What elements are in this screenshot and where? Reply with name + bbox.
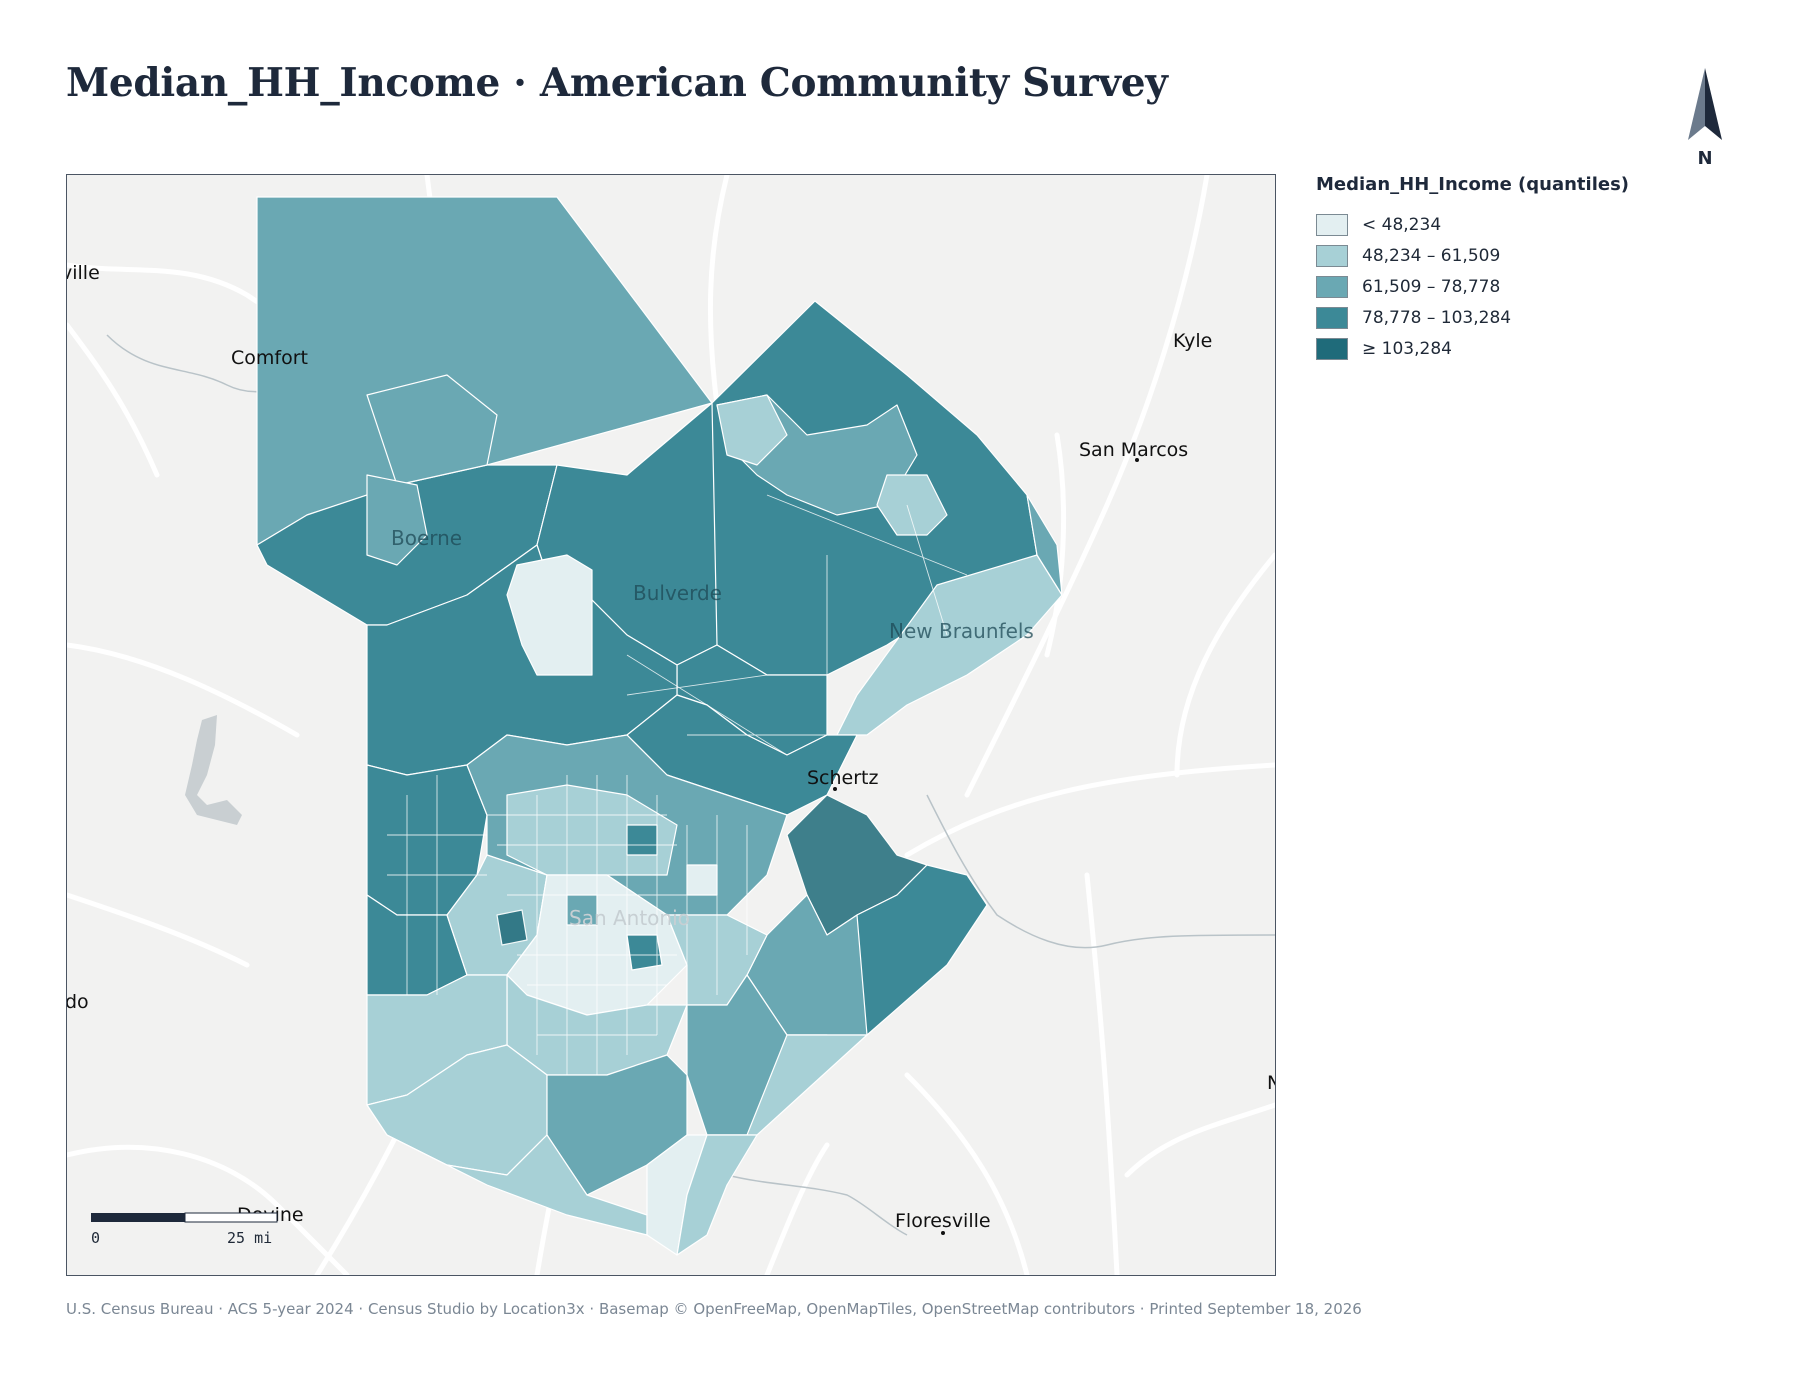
map-title: Median_HH_Income · American Community Su… bbox=[66, 60, 1168, 106]
label-kerrville: ville bbox=[67, 262, 100, 284]
tract-bexar-east-far[interactable] bbox=[856, 864, 988, 1036]
legend-swatch bbox=[1316, 306, 1348, 329]
legend-label: 61,509 – 78,778 bbox=[1362, 276, 1501, 297]
tract-comal-startzville[interactable] bbox=[876, 474, 948, 536]
place-labels: ville Comfort Kyle San Marcos Boerne Bul… bbox=[67, 262, 1275, 1235]
legend-item: < 48,234 bbox=[1316, 209, 1629, 240]
legend-title: Median_HH_Income (quantiles) bbox=[1316, 174, 1630, 195]
label-comfort: Comfort bbox=[231, 347, 308, 369]
label-bulverde: Bulverde bbox=[633, 581, 722, 605]
tract-boundaries bbox=[387, 494, 968, 1075]
label-new-braunfels: New Braunfels bbox=[889, 619, 1034, 643]
legend-swatch bbox=[1316, 244, 1348, 267]
scale-bar-empty bbox=[184, 1212, 278, 1223]
label-boerne: Boerne bbox=[391, 526, 462, 550]
choropleth-tracts[interactable] bbox=[256, 196, 1063, 1256]
tract-sa-pocket-1[interactable] bbox=[626, 934, 663, 971]
label-san-marcos: San Marcos bbox=[1079, 439, 1188, 461]
label-schertz: Schertz bbox=[807, 767, 878, 789]
legend: Median_HH_Income (quantiles) < 48,234 48,… bbox=[1316, 174, 1629, 364]
legend-swatch bbox=[1316, 275, 1348, 298]
legend-item: 48,234 – 61,509 bbox=[1316, 240, 1629, 271]
tract-bexar-s-far-west[interactable] bbox=[386, 1134, 648, 1236]
label-san-antonio: San Antonio bbox=[569, 906, 690, 930]
tract-kendall-mid[interactable] bbox=[366, 374, 498, 486]
label-laredo: do bbox=[67, 991, 89, 1013]
scale-end-label: 25 mi bbox=[227, 1229, 272, 1247]
map-canvas[interactable]: ville Comfort Kyle San Marcos Boerne Bul… bbox=[66, 174, 1276, 1276]
tract-camp-bullis[interactable] bbox=[506, 554, 593, 676]
tract-comal-lake[interactable] bbox=[716, 394, 788, 466]
tract-sa-pocket-3[interactable] bbox=[496, 909, 528, 946]
legend-label: ≥ 103,284 bbox=[1362, 338, 1452, 359]
legend-label: 48,234 – 61,509 bbox=[1362, 245, 1501, 266]
scale-start-label: 0 bbox=[91, 1229, 100, 1247]
north-arrow: N bbox=[1680, 62, 1730, 172]
legend-swatch bbox=[1316, 337, 1348, 360]
label-edge-n: N bbox=[1267, 1072, 1275, 1094]
legend-label: < 48,234 bbox=[1362, 214, 1442, 235]
basemap-roads bbox=[67, 175, 1275, 1275]
legend-item: 78,778 – 103,284 bbox=[1316, 302, 1629, 333]
tract-sa-pocket-5[interactable] bbox=[626, 824, 658, 856]
tract-nb-east[interactable] bbox=[1026, 494, 1063, 596]
north-arrow-icon: N bbox=[1688, 68, 1722, 169]
tract-bexar-south-east-tip[interactable] bbox=[676, 1134, 758, 1256]
map-svg[interactable]: ville Comfort Kyle San Marcos Boerne Bul… bbox=[67, 175, 1275, 1275]
scale-bar-filled bbox=[91, 1213, 185, 1222]
scale-bar: 0 25 mi bbox=[91, 1212, 278, 1247]
tract-sa-pocket-4[interactable] bbox=[686, 864, 718, 896]
legend-item: 61,509 – 78,778 bbox=[1316, 271, 1629, 302]
legend-swatch bbox=[1316, 213, 1348, 236]
tract-boerne[interactable] bbox=[366, 474, 428, 566]
footer-credits: U.S. Census Bureau · ACS 5-year 2024 · C… bbox=[66, 1300, 1362, 1318]
north-label: N bbox=[1697, 148, 1712, 169]
label-floresville: Floresville bbox=[895, 1210, 991, 1232]
legend-item: ≥ 103,284 bbox=[1316, 333, 1629, 364]
legend-items: < 48,234 48,234 – 61,509 61,509 – 78,778 78… bbox=[1316, 209, 1629, 364]
label-kyle: Kyle bbox=[1173, 330, 1212, 352]
legend-label: 78,778 – 103,284 bbox=[1362, 307, 1512, 328]
